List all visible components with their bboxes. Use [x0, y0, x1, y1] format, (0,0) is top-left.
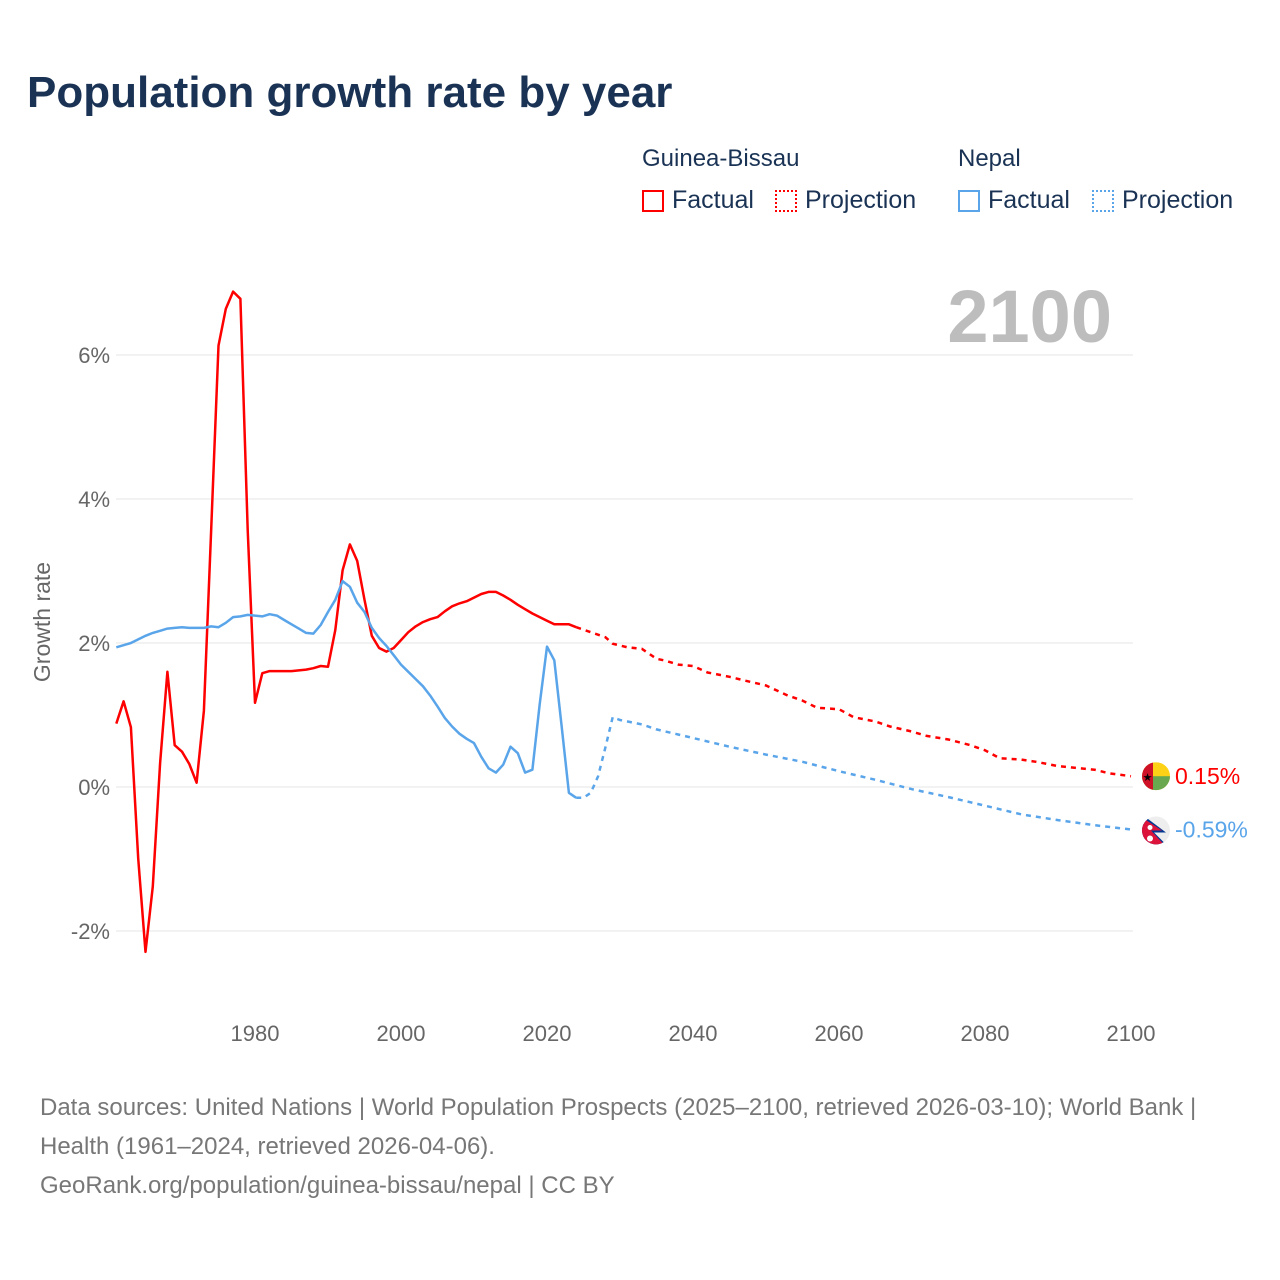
nepal-flag-icon — [1142, 816, 1170, 845]
guinea-bissau-end-label: 0.15% — [1175, 763, 1240, 789]
y-axis-label: Growth rate — [29, 562, 55, 682]
year-indicator: 2100 — [947, 275, 1112, 358]
credit-link[interactable]: GeoRank.org/population/guinea-bissau/nep… — [40, 1172, 615, 1199]
x-tick-label: 2040 — [669, 1021, 718, 1046]
legend-swatch-solid — [642, 189, 664, 212]
legend-swatch-dotted — [1092, 189, 1114, 212]
nepal-projection-line — [576, 715, 1132, 831]
legend-label: Factual — [988, 186, 1070, 214]
y-tick-label: 6% — [78, 343, 110, 368]
legend-guinea-bissau-factual[interactable]: Factual — [642, 186, 754, 215]
y-tick-label: -2% — [71, 919, 110, 944]
legend-guinea-bissau-projection[interactable]: Projection — [775, 186, 916, 215]
nepal-factual-line — [115, 579, 577, 799]
x-tick-label: 2000 — [377, 1021, 426, 1046]
legend-label: Factual — [672, 186, 754, 214]
legend-nepal-projection[interactable]: Projection — [1092, 186, 1233, 215]
footer: Data sources: United Nations | World Pop… — [40, 1088, 1240, 1205]
legend-nepal-factual[interactable]: Factual — [958, 186, 1070, 215]
legend-swatch-dotted — [775, 189, 797, 212]
legend-label: Projection — [805, 186, 917, 214]
x-tick-label: 2060 — [815, 1021, 864, 1046]
x-tick-label: 2080 — [961, 1021, 1010, 1046]
x-tick-label: 2020 — [523, 1021, 572, 1046]
y-tick-label: 2% — [78, 631, 110, 656]
guinea-bissau-factual-line — [115, 290, 577, 954]
guinea-bissau-flag-icon: ★ — [1142, 762, 1170, 791]
x-tick-label: 1980 — [231, 1021, 280, 1046]
svg-text:★: ★ — [1143, 772, 1153, 784]
legend-group-nepal: Nepal — [958, 145, 1021, 172]
y-tick-label: 0% — [78, 775, 110, 800]
x-tick-label: 2100 — [1107, 1021, 1156, 1046]
legend-swatch-solid — [958, 189, 980, 212]
nepal-end-label: -0.59% — [1175, 816, 1248, 842]
chart-title: Population growth rate by year — [27, 68, 673, 117]
legend-label: Projection — [1122, 186, 1234, 214]
legend-group-guinea-bissau: Guinea-Bissau — [642, 145, 800, 172]
y-tick-label: 4% — [78, 487, 110, 512]
guinea-bissau-projection-line — [575, 626, 1132, 778]
data-sources: Data sources: United Nations | World Pop… — [40, 1094, 1197, 1160]
